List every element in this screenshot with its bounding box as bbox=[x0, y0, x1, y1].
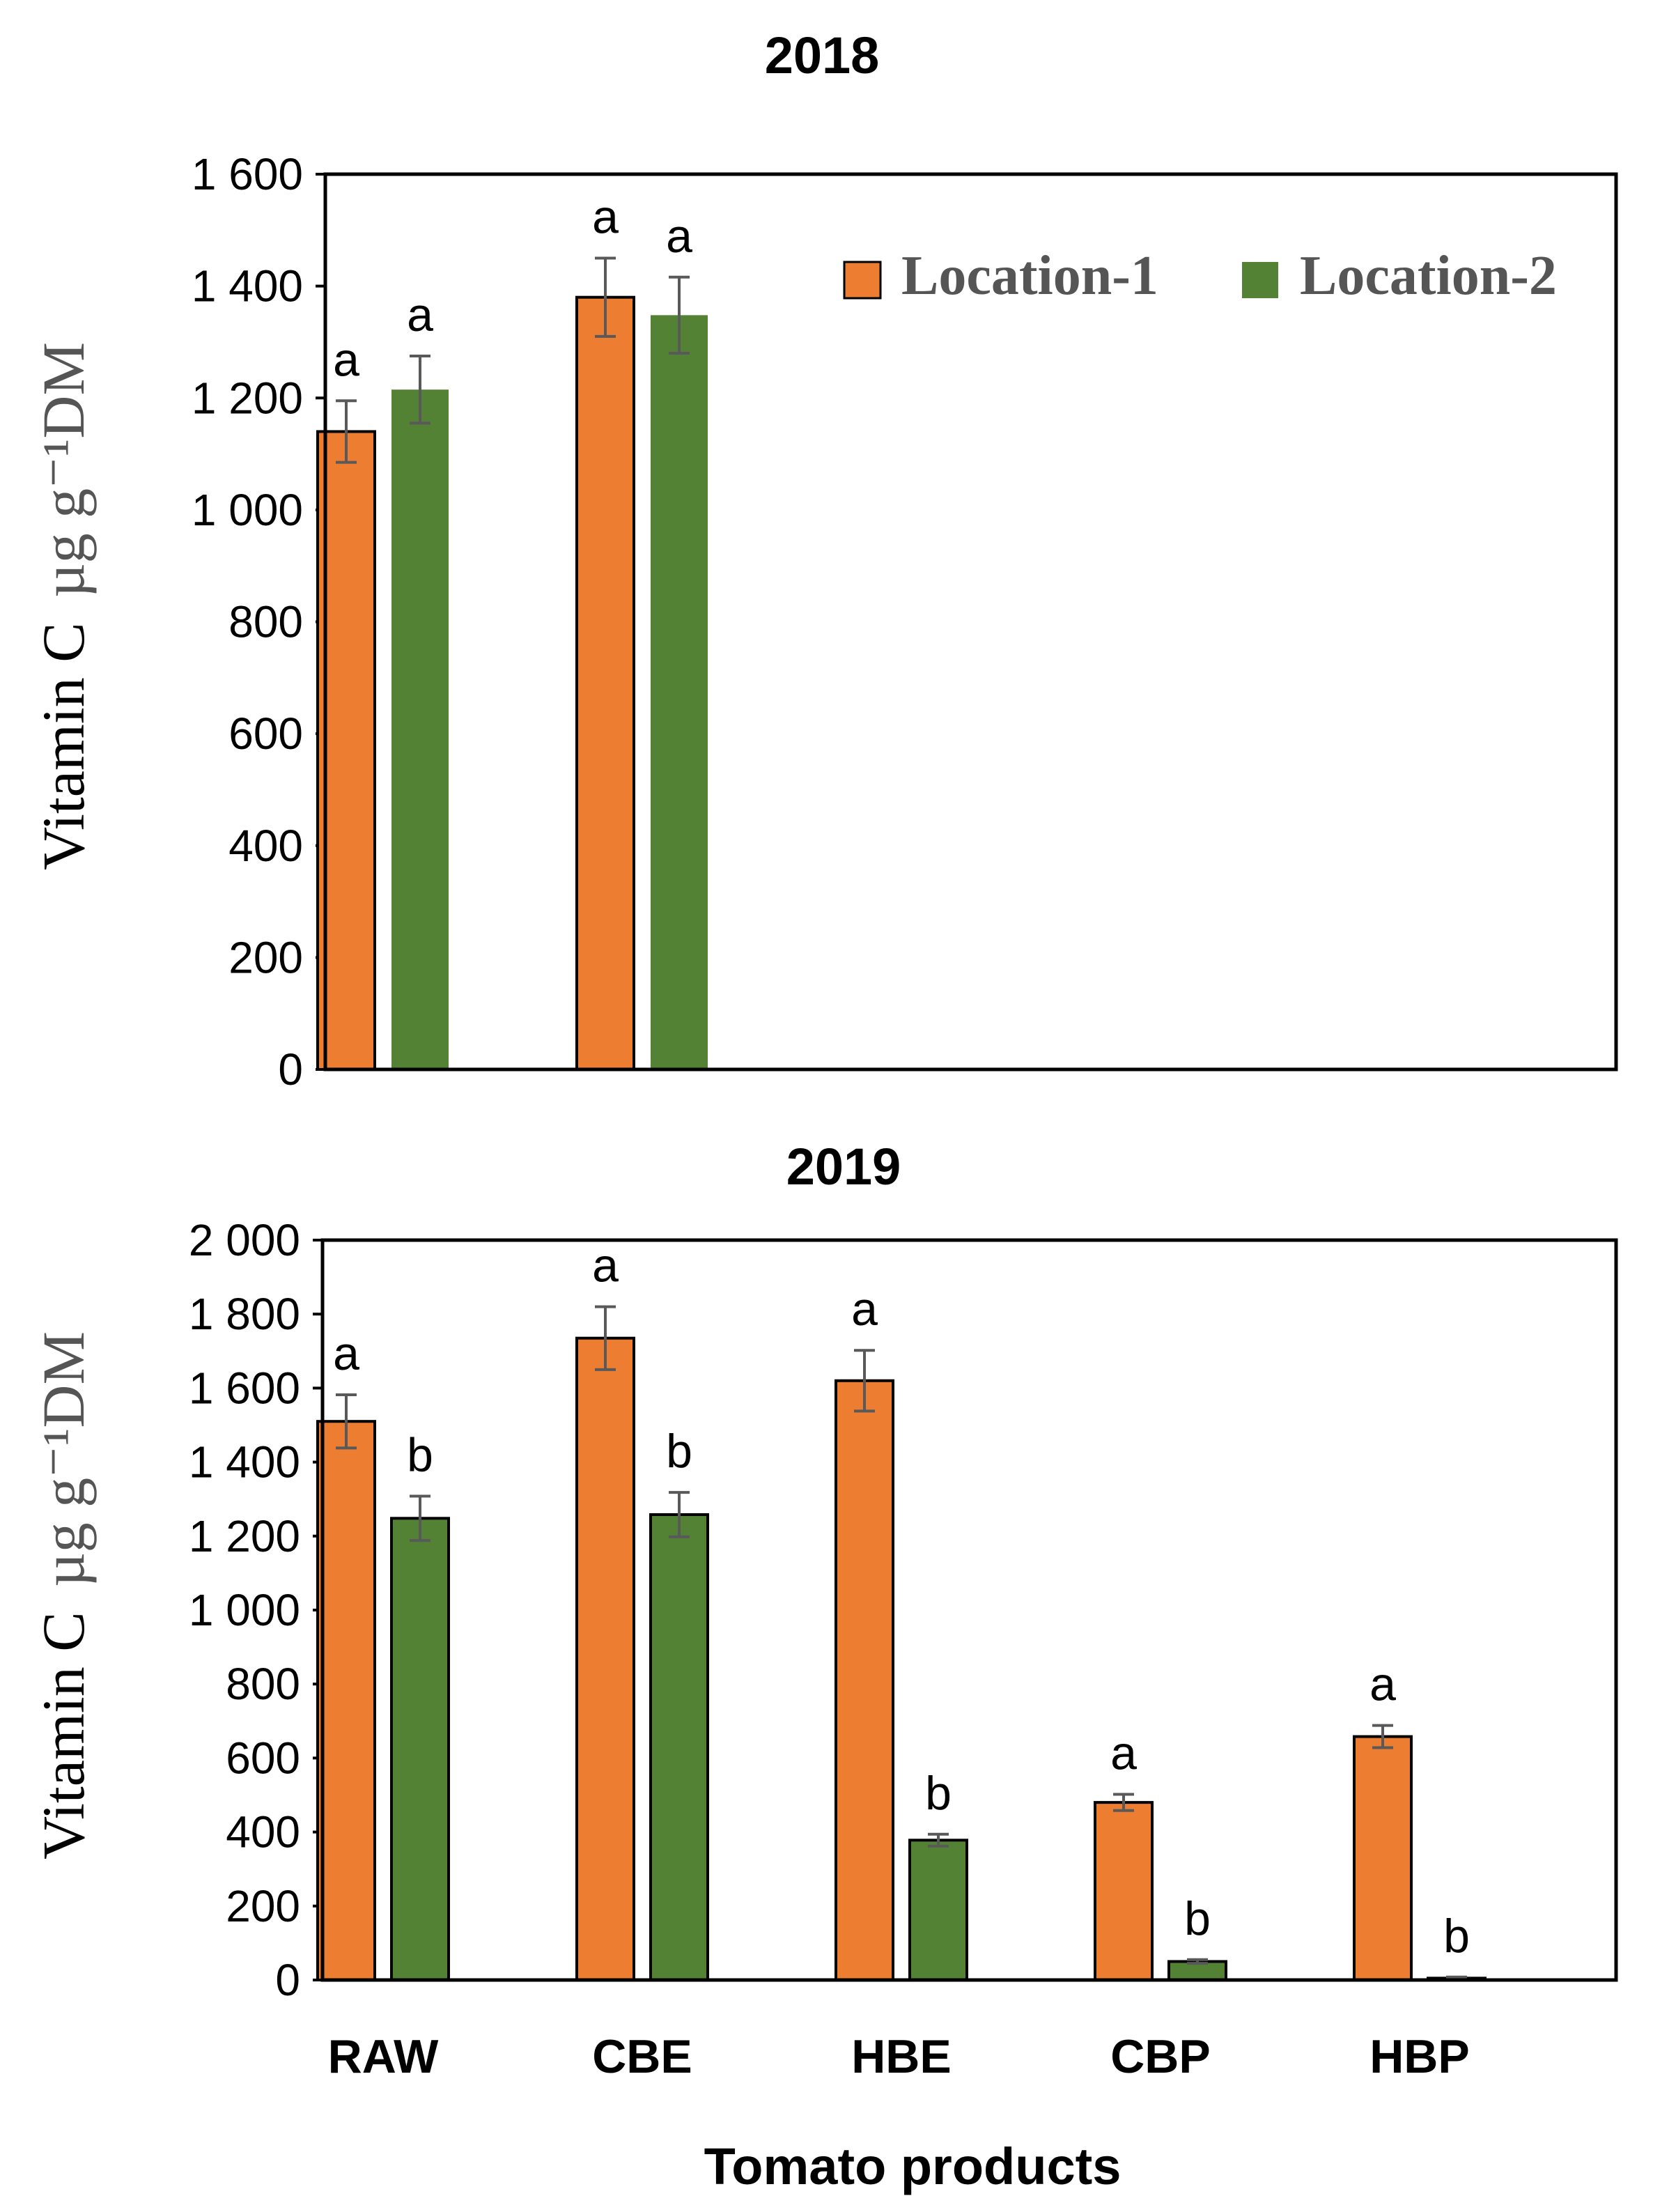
bar-location-1-hbp bbox=[1353, 1735, 1413, 1982]
y-axis-label-text: Vitamin C bbox=[30, 1611, 97, 1859]
significance-letter: b bbox=[1443, 1910, 1470, 1963]
significance-letter: a bbox=[1110, 1726, 1137, 1779]
chart-title: 2018 bbox=[765, 26, 880, 84]
x-tick-label: CBE bbox=[592, 2030, 692, 2083]
significance-letter: a bbox=[407, 288, 433, 341]
plot-frame bbox=[320, 1238, 1618, 1982]
y-tick-label: 400 bbox=[226, 1807, 300, 1857]
bar-location-1-cbp bbox=[1094, 1801, 1154, 1982]
y-tick-label: 1 000 bbox=[192, 485, 303, 535]
y-axis-label-unit: µg g⁻¹DM bbox=[30, 1331, 97, 1587]
legend: Location-1 Location-2 bbox=[843, 245, 1557, 307]
significance-letter: a bbox=[592, 1239, 619, 1292]
y-tick-label: 1 400 bbox=[192, 261, 303, 311]
legend-swatch-location-2 bbox=[1242, 262, 1278, 298]
y-tick-label: 1 200 bbox=[192, 373, 303, 423]
bar-location-1-cbe bbox=[575, 295, 635, 1071]
chart-panel-2018: 2018 Vitamin C µg g⁻¹DM 0 200 400 600 800 1 0… bbox=[30, 26, 1618, 1095]
x-tick-label: HBP bbox=[1369, 2030, 1470, 2083]
significance-letter: a bbox=[666, 210, 692, 263]
y-tick-label: 600 bbox=[228, 709, 303, 759]
significance-letter: a bbox=[333, 333, 359, 386]
bar-location-2-raw bbox=[391, 389, 449, 1069]
legend-swatch-location-1 bbox=[843, 261, 882, 300]
y-axis-label: Vitamin C µg g⁻¹DM bbox=[30, 1331, 97, 1859]
svg-text:Vitamin C µg g⁻¹DM: Vitamin C µg g⁻¹DM bbox=[30, 1331, 97, 1859]
bar-location-1-raw bbox=[316, 1420, 376, 1981]
y-tick-label: 1 600 bbox=[189, 1363, 300, 1413]
y-tick-label: 0 bbox=[278, 1044, 303, 1095]
y-tick-label: 800 bbox=[226, 1659, 300, 1709]
significance-letter: b bbox=[666, 1425, 692, 1478]
legend-label-location-1: Location-1 bbox=[901, 245, 1158, 307]
significance-letter: a bbox=[333, 1327, 359, 1380]
y-axis-label-unit: µg g⁻¹DM bbox=[30, 342, 97, 598]
x-tick-label: RAW bbox=[328, 2030, 439, 2083]
bar-location-2-cbe bbox=[651, 315, 708, 1070]
x-axis-title: Tomato products bbox=[704, 2137, 1122, 2195]
bar-location-2-raw bbox=[390, 1517, 450, 1981]
bar-location-2-cbe bbox=[649, 1513, 709, 1981]
chart-title: 2019 bbox=[786, 1138, 901, 1196]
plot-frame bbox=[323, 172, 1618, 1072]
y-tick-label: 1 000 bbox=[189, 1585, 300, 1635]
svg-text:Vitamin C µg g⁻¹DM: Vitamin C µg g⁻¹DM bbox=[30, 342, 97, 870]
y-tick-label: 200 bbox=[226, 1881, 300, 1931]
y-tick-label: 600 bbox=[226, 1733, 300, 1783]
significance-letter: a bbox=[592, 190, 619, 243]
y-tick-label: 2 000 bbox=[189, 1215, 300, 1265]
significance-letter: a bbox=[851, 1283, 878, 1336]
x-tick-label: HBE bbox=[851, 2030, 952, 2083]
y-tick-label: 0 bbox=[275, 1955, 300, 2005]
bar-location-1-hbe bbox=[835, 1379, 894, 1981]
y-axis-label-text: Vitamin C bbox=[30, 622, 97, 870]
legend-label-location-2: Location-2 bbox=[1300, 245, 1557, 307]
significance-letter: b bbox=[925, 1767, 952, 1820]
y-axis-label: Vitamin C µg g⁻¹DM bbox=[30, 342, 97, 870]
significance-letter: b bbox=[407, 1428, 433, 1481]
chart-panel-2019: 2019 Vitamin C µg g⁻¹DM 0 200 400 600 800 1 0… bbox=[30, 1138, 1618, 2195]
x-tick-label: CBP bbox=[1110, 2030, 1211, 2083]
y-tick-label: 400 bbox=[228, 821, 303, 871]
significance-letter: b bbox=[1184, 1892, 1211, 1945]
bar-location-1-cbe bbox=[575, 1336, 635, 1981]
bar-location-2-hbe bbox=[908, 1839, 968, 1981]
significance-letter: a bbox=[1369, 1658, 1396, 1711]
y-tick-label: 800 bbox=[228, 597, 303, 647]
y-tick-label: 1 600 bbox=[192, 149, 303, 199]
y-tick-label: 1 800 bbox=[189, 1289, 300, 1339]
y-tick-label: 1 400 bbox=[189, 1437, 300, 1487]
y-tick-label: 200 bbox=[228, 932, 303, 982]
y-tick-label: 1 200 bbox=[189, 1511, 300, 1561]
